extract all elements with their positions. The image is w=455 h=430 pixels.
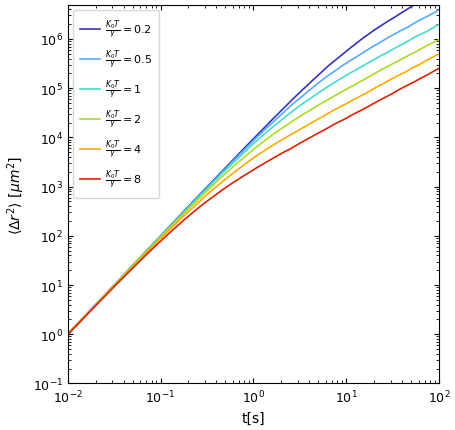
$\frac{K_0 T}{\gamma} = 2$ <box>160 232 166 237</box>
$\frac{K_0 T}{\gamma} = 2$ <box>131 263 136 268</box>
$\frac{K_0 T}{\gamma} = 8$ <box>160 237 166 242</box>
$\frac{K_0 T}{\gamma} = 0.2$ <box>65 332 70 337</box>
$\frac{K_0 T}{\gamma} = 1$ <box>233 159 238 164</box>
X-axis label: t[s]: t[s] <box>241 411 265 424</box>
$\frac{K_0 T}{\gamma} = 0.2$ <box>131 262 136 267</box>
$\frac{K_0 T}{\gamma} = 1$ <box>312 93 318 98</box>
$\frac{K_0 T}{\gamma} = 0.5$ <box>283 108 288 113</box>
$\frac{K_0 T}{\gamma} = 0.5$ <box>131 263 136 268</box>
Line: $\frac{K_0 T}{\gamma} = 0.5$: $\frac{K_0 T}{\gamma} = 0.5$ <box>67 11 438 335</box>
$\frac{K_0 T}{\gamma} = 1$ <box>65 332 70 337</box>
$\frac{K_0 T}{\gamma} = 4$ <box>344 101 349 106</box>
$\frac{K_0 T}{\gamma} = 1$ <box>131 263 136 268</box>
$\frac{K_0 T}{\gamma} = 4$ <box>233 169 238 174</box>
$\frac{K_0 T}{\gamma} = 8$ <box>344 116 349 121</box>
Line: $\frac{K_0 T}{\gamma} = 2$: $\frac{K_0 T}{\gamma} = 2$ <box>67 40 438 335</box>
$\frac{K_0 T}{\gamma} = 8$ <box>233 179 238 184</box>
$\frac{K_0 T}{\gamma} = 0.5$ <box>344 61 349 66</box>
$\frac{K_0 T}{\gamma} = 8$ <box>435 67 441 72</box>
$\frac{K_0 T}{\gamma} = 4$ <box>312 119 318 124</box>
$\frac{K_0 T}{\gamma} = 4$ <box>283 135 288 140</box>
$\frac{K_0 T}{\gamma} = 0.2$ <box>283 104 288 109</box>
$\frac{K_0 T}{\gamma} = 2$ <box>435 38 441 43</box>
$\frac{K_0 T}{\gamma} = 8$ <box>312 132 318 138</box>
Legend: $\frac{K_0 T}{\gamma} = 0.2$, $\frac{K_0 T}{\gamma} = 0.5$, $\frac{K_0 T}{\gamma: $\frac{K_0 T}{\gamma} = 0.2$, $\frac{K_0… <box>73 11 159 198</box>
$\frac{K_0 T}{\gamma} = 8$ <box>283 149 288 154</box>
$\frac{K_0 T}{\gamma} = 1$ <box>435 23 441 28</box>
Line: $\frac{K_0 T}{\gamma} = 4$: $\frac{K_0 T}{\gamma} = 4$ <box>67 55 438 335</box>
$\frac{K_0 T}{\gamma} = 4$ <box>435 52 441 57</box>
$\frac{K_0 T}{\gamma} = 1$ <box>160 232 166 237</box>
$\frac{K_0 T}{\gamma} = 8$ <box>65 332 70 338</box>
$\frac{K_0 T}{\gamma} = 0.5$ <box>160 231 166 236</box>
$\frac{K_0 T}{\gamma} = 1$ <box>344 73 349 78</box>
Line: $\frac{K_0 T}{\gamma} = 1$: $\frac{K_0 T}{\gamma} = 1$ <box>67 25 438 335</box>
$\frac{K_0 T}{\gamma} = 0.5$ <box>435 8 441 13</box>
$\frac{K_0 T}{\gamma} = 0.5$ <box>233 157 238 162</box>
$\frac{K_0 T}{\gamma} = 8$ <box>131 265 136 270</box>
$\frac{K_0 T}{\gamma} = 4$ <box>160 234 166 239</box>
$\frac{K_0 T}{\gamma} = 0.2$ <box>233 155 238 160</box>
$\frac{K_0 T}{\gamma} = 0.5$ <box>312 83 318 88</box>
$\frac{K_0 T}{\gamma} = 2$ <box>233 162 238 167</box>
$\frac{K_0 T}{\gamma} = 0.5$ <box>65 332 70 337</box>
$\frac{K_0 T}{\gamma} = 2$ <box>65 332 70 337</box>
$\frac{K_0 T}{\gamma} = 2$ <box>344 87 349 92</box>
$\frac{K_0 T}{\gamma} = 0.2$ <box>344 49 349 54</box>
$\frac{K_0 T}{\gamma} = 1$ <box>283 114 288 119</box>
$\frac{K_0 T}{\gamma} = 2$ <box>283 123 288 129</box>
Line: $\frac{K_0 T}{\gamma} = 0.2$: $\frac{K_0 T}{\gamma} = 0.2$ <box>67 0 438 335</box>
Y-axis label: $\langle \Delta r^2 \rangle$ [$\mu m^2$]: $\langle \Delta r^2 \rangle$ [$\mu m^2$] <box>5 155 27 234</box>
$\frac{K_0 T}{\gamma} = 4$ <box>131 264 136 269</box>
Line: $\frac{K_0 T}{\gamma} = 8$: $\frac{K_0 T}{\gamma} = 8$ <box>67 69 438 335</box>
$\frac{K_0 T}{\gamma} = 0.2$ <box>312 76 318 81</box>
$\frac{K_0 T}{\gamma} = 4$ <box>65 332 70 337</box>
$\frac{K_0 T}{\gamma} = 2$ <box>312 105 318 110</box>
$\frac{K_0 T}{\gamma} = 0.2$ <box>160 231 166 236</box>
